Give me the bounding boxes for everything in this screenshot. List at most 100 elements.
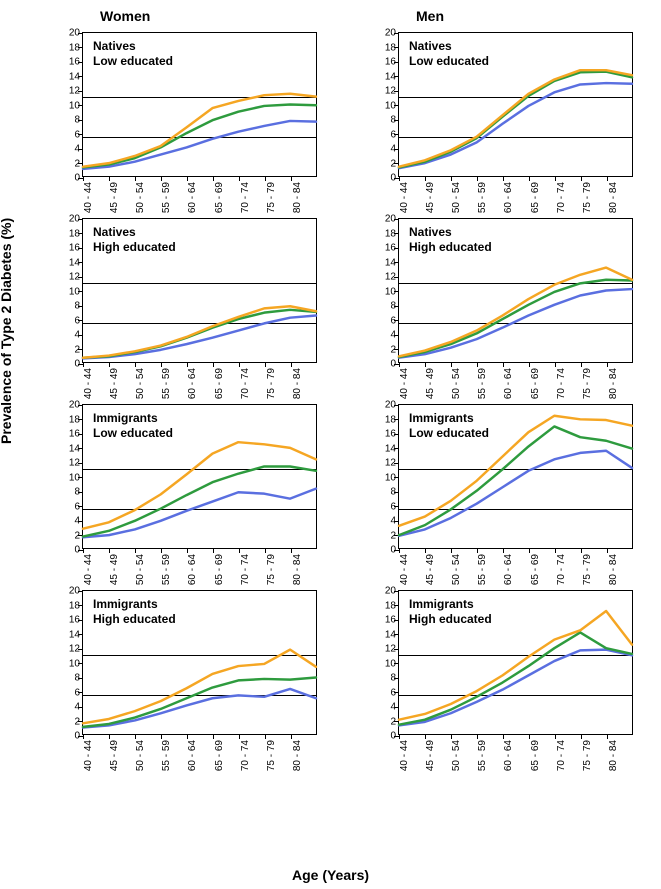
chart-panel: 0246810121416182040 - 4445 - 4950 - 5455… — [398, 32, 633, 177]
xtick-label: 65 - 69 — [530, 554, 541, 585]
xtick-label: 50 - 54 — [135, 740, 146, 771]
xtick-mark — [239, 176, 240, 181]
xtick-label: 45 - 49 — [425, 368, 436, 399]
xtick-mark — [213, 548, 214, 553]
ytick-label: 2 — [74, 530, 80, 541]
xtick-mark — [265, 734, 266, 739]
xtick-label: 75 - 79 — [266, 368, 277, 399]
ytick-label: 10 — [385, 472, 396, 483]
xtick-label: 70 - 74 — [240, 368, 251, 399]
ytick-label: 4 — [390, 330, 396, 341]
ytick-label: 2 — [390, 344, 396, 355]
xtick-mark — [135, 734, 136, 739]
xtick-mark — [135, 176, 136, 181]
xtick-mark — [607, 734, 608, 739]
xtick-mark — [109, 548, 110, 553]
xtick-label: 60 - 64 — [503, 740, 514, 771]
chart-panel: 0246810121416182040 - 4445 - 4950 - 5455… — [82, 218, 317, 363]
xtick-label: 45 - 49 — [109, 368, 120, 399]
xtick-label: 70 - 74 — [240, 740, 251, 771]
ytick-label: 10 — [69, 286, 80, 297]
ytick-label: 4 — [390, 516, 396, 527]
xtick-mark — [109, 734, 110, 739]
ytick-label: 6 — [74, 687, 80, 698]
xtick-label: 40 - 44 — [83, 182, 94, 213]
y-axis-title: Prevalence of Type 2 Diabetes (%) — [0, 218, 14, 444]
ytick-label: 8 — [390, 487, 396, 498]
ytick-label: 10 — [69, 472, 80, 483]
xtick-mark — [187, 362, 188, 367]
ytick-label: 16 — [385, 615, 396, 626]
ytick-label: 20 — [69, 214, 80, 225]
xtick-mark — [291, 362, 292, 367]
series-line — [83, 310, 316, 358]
series-line — [83, 316, 316, 359]
xtick-mark — [265, 176, 266, 181]
ytick-label: 20 — [385, 214, 396, 225]
ytick-label: 6 — [74, 501, 80, 512]
xtick-mark — [239, 362, 240, 367]
xtick-mark — [213, 176, 214, 181]
ytick-label: 8 — [390, 115, 396, 126]
series-svg — [399, 405, 632, 548]
xtick-label: 55 - 59 — [161, 740, 172, 771]
xtick-mark — [477, 734, 478, 739]
xtick-label: 75 - 79 — [266, 554, 277, 585]
ytick-label: 14 — [385, 629, 396, 640]
ytick-label: 10 — [69, 100, 80, 111]
xtick-label: 75 - 79 — [582, 368, 593, 399]
xtick-label: 80 - 84 — [608, 182, 619, 213]
ytick-label: 12 — [69, 86, 80, 97]
series-line — [399, 611, 632, 720]
xtick-mark — [451, 176, 452, 181]
xtick-mark — [477, 548, 478, 553]
xtick-mark — [187, 176, 188, 181]
col-header-women: Women — [100, 8, 150, 24]
ytick-label: 18 — [69, 600, 80, 611]
ytick-label: 10 — [69, 658, 80, 669]
xtick-mark — [607, 548, 608, 553]
xtick-label: 40 - 44 — [83, 368, 94, 399]
series-line — [83, 306, 316, 357]
xtick-label: 55 - 59 — [477, 740, 488, 771]
xtick-label: 80 - 84 — [608, 740, 619, 771]
xtick-label: 60 - 64 — [187, 554, 198, 585]
xtick-mark — [161, 176, 162, 181]
chart-panel: 0246810121416182040 - 4445 - 4950 - 5455… — [398, 218, 633, 363]
xtick-mark — [239, 548, 240, 553]
xtick-label: 75 - 79 — [266, 182, 277, 213]
ytick-label: 8 — [390, 673, 396, 684]
ytick-label: 20 — [385, 28, 396, 39]
ytick-label: 6 — [74, 315, 80, 326]
xtick-mark — [529, 548, 530, 553]
ytick-label: 8 — [74, 115, 80, 126]
ytick-label: 0 — [390, 731, 396, 742]
chart-panel: 0246810121416182040 - 4445 - 4950 - 5455… — [398, 404, 633, 549]
ytick-label: 4 — [74, 516, 80, 527]
ytick-label: 2 — [74, 344, 80, 355]
ytick-label: 8 — [74, 673, 80, 684]
ytick-label: 16 — [69, 615, 80, 626]
ytick-label: 8 — [74, 487, 80, 498]
ytick-label: 12 — [69, 644, 80, 655]
ytick-label: 18 — [385, 600, 396, 611]
chart-panel: 0246810121416182040 - 4445 - 4950 - 5455… — [82, 32, 317, 177]
ytick-label: 12 — [69, 458, 80, 469]
ytick-label: 2 — [390, 158, 396, 169]
xtick-mark — [529, 362, 530, 367]
ytick-label: 12 — [385, 272, 396, 283]
xtick-mark — [555, 734, 556, 739]
ytick-label: 4 — [74, 330, 80, 341]
ytick-label: 14 — [69, 71, 80, 82]
ytick-label: 10 — [385, 286, 396, 297]
ytick-label: 20 — [69, 586, 80, 597]
xtick-mark — [581, 548, 582, 553]
xtick-label: 70 - 74 — [556, 740, 567, 771]
ytick-label: 2 — [390, 530, 396, 541]
series-line — [83, 466, 316, 536]
ytick-label: 8 — [74, 301, 80, 312]
xtick-label: 60 - 64 — [187, 368, 198, 399]
ytick-label: 10 — [385, 658, 396, 669]
xtick-label: 75 - 79 — [582, 554, 593, 585]
xtick-label: 65 - 69 — [214, 554, 225, 585]
